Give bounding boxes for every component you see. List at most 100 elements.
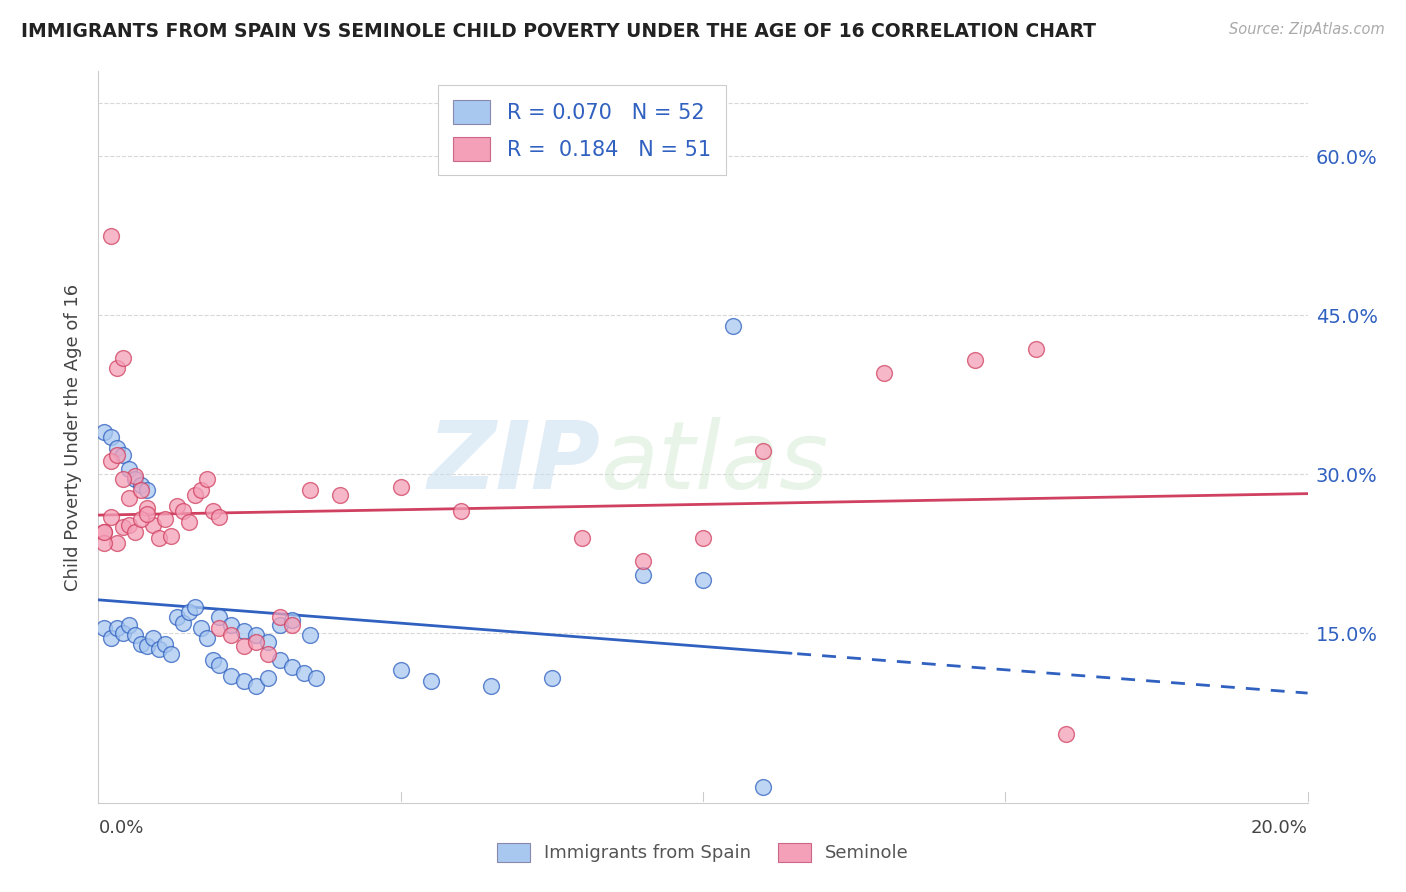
- Point: [1054, 727, 1077, 741]
- Point: [202, 653, 225, 667]
- Point: [208, 621, 231, 635]
- Point: [184, 599, 207, 614]
- Point: [208, 658, 231, 673]
- Point: [208, 509, 231, 524]
- Point: [195, 632, 218, 646]
- Point: [190, 621, 212, 635]
- Point: [208, 610, 231, 624]
- Point: [292, 666, 315, 681]
- Point: [540, 671, 562, 685]
- Point: [105, 361, 128, 376]
- Point: [752, 443, 775, 458]
- Point: [135, 501, 157, 516]
- Point: [389, 663, 412, 677]
- Text: ZIP: ZIP: [427, 417, 600, 508]
- Point: [111, 448, 134, 462]
- Point: [129, 477, 152, 491]
- Point: [256, 648, 278, 662]
- Point: [93, 525, 115, 540]
- Point: [245, 634, 267, 648]
- Point: [100, 430, 122, 444]
- Point: [232, 673, 254, 688]
- Legend: Immigrants from Spain, Seminole: Immigrants from Spain, Seminole: [489, 836, 917, 870]
- Point: [221, 668, 243, 682]
- Point: [179, 515, 201, 529]
- Point: [752, 780, 775, 794]
- Point: [450, 504, 472, 518]
- Point: [269, 653, 291, 667]
- Point: [135, 483, 157, 497]
- Point: [256, 634, 278, 648]
- Point: [100, 509, 122, 524]
- Point: [111, 520, 134, 534]
- Point: [329, 488, 352, 502]
- Point: [124, 473, 146, 487]
- Point: [135, 639, 157, 653]
- Point: [245, 679, 267, 693]
- Point: [269, 610, 291, 624]
- Point: [269, 617, 291, 632]
- Point: [105, 536, 128, 550]
- Point: [305, 671, 328, 685]
- Point: [148, 642, 170, 657]
- Text: atlas: atlas: [600, 417, 828, 508]
- Point: [190, 483, 212, 497]
- Point: [105, 448, 128, 462]
- Point: [571, 531, 593, 545]
- Point: [100, 632, 122, 646]
- Text: 0.0%: 0.0%: [98, 819, 143, 837]
- Point: [100, 228, 122, 243]
- Point: [153, 637, 176, 651]
- Point: [118, 617, 141, 632]
- Point: [166, 499, 188, 513]
- Point: [118, 518, 141, 533]
- Point: [179, 605, 201, 619]
- Point: [692, 531, 714, 545]
- Point: [93, 525, 115, 540]
- Point: [281, 617, 304, 632]
- Point: [299, 628, 322, 642]
- Text: IMMIGRANTS FROM SPAIN VS SEMINOLE CHILD POVERTY UNDER THE AGE OF 16 CORRELATION : IMMIGRANTS FROM SPAIN VS SEMINOLE CHILD …: [21, 22, 1097, 41]
- Point: [129, 512, 152, 526]
- Point: [481, 679, 503, 693]
- Point: [142, 518, 165, 533]
- Point: [93, 536, 115, 550]
- Point: [221, 617, 243, 632]
- Point: [1024, 342, 1046, 356]
- Point: [232, 639, 254, 653]
- Point: [245, 628, 267, 642]
- Point: [100, 454, 122, 468]
- Point: [873, 367, 896, 381]
- Point: [221, 628, 243, 642]
- Point: [111, 473, 134, 487]
- Point: [129, 637, 152, 651]
- Point: [135, 508, 157, 522]
- Point: [160, 648, 183, 662]
- Point: [389, 480, 412, 494]
- Text: 20.0%: 20.0%: [1251, 819, 1308, 837]
- Point: [299, 483, 322, 497]
- Point: [631, 567, 654, 582]
- Legend: R = 0.070   N = 52, R =  0.184   N = 51: R = 0.070 N = 52, R = 0.184 N = 51: [439, 86, 725, 175]
- Point: [256, 671, 278, 685]
- Text: Source: ZipAtlas.com: Source: ZipAtlas.com: [1229, 22, 1385, 37]
- Point: [111, 351, 134, 365]
- Point: [184, 488, 207, 502]
- Point: [93, 425, 115, 439]
- Point: [232, 624, 254, 638]
- Point: [124, 469, 146, 483]
- Point: [195, 473, 218, 487]
- Point: [281, 614, 304, 628]
- Point: [118, 491, 141, 505]
- Point: [124, 628, 146, 642]
- Point: [111, 626, 134, 640]
- Point: [142, 632, 165, 646]
- Point: [692, 573, 714, 587]
- Point: [118, 462, 141, 476]
- Point: [129, 483, 152, 497]
- Point: [153, 512, 176, 526]
- Y-axis label: Child Poverty Under the Age of 16: Child Poverty Under the Age of 16: [63, 284, 82, 591]
- Point: [160, 529, 183, 543]
- Point: [93, 621, 115, 635]
- Point: [105, 621, 128, 635]
